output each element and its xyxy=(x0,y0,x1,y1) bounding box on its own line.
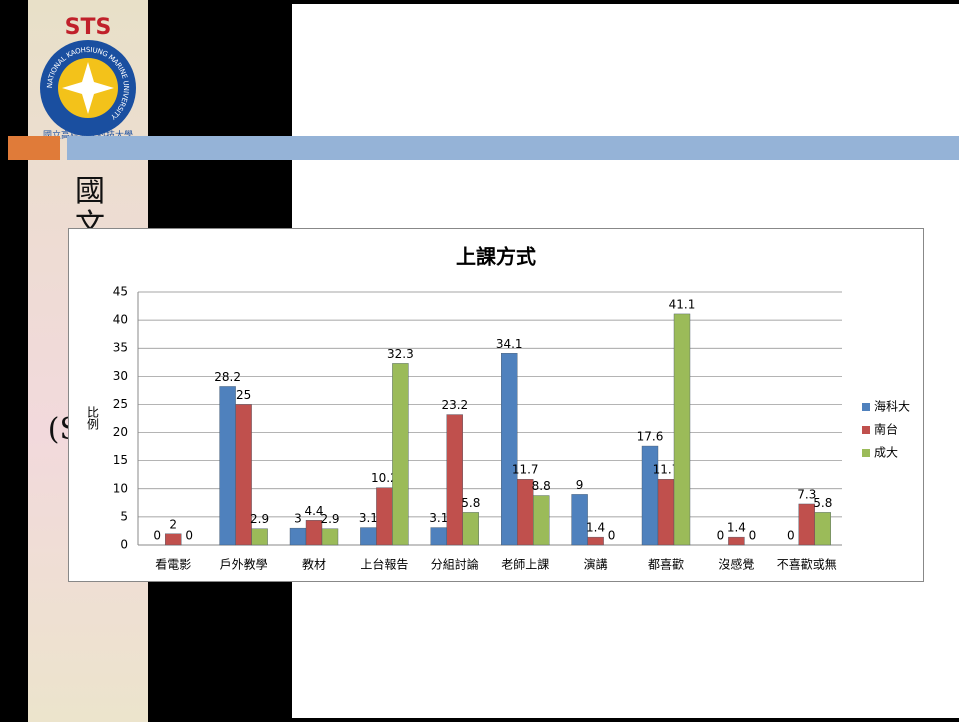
bar xyxy=(430,527,447,546)
value-label: 1.4 xyxy=(727,521,746,535)
value-label: 0 xyxy=(787,529,795,543)
y-tick-label: 40 xyxy=(113,313,128,327)
value-label: 0 xyxy=(185,529,193,543)
x-tick-label: 看電影 xyxy=(155,558,191,572)
legend-label: 南台 xyxy=(874,422,898,437)
value-label: 41.1 xyxy=(669,297,696,311)
x-tick-label: 上台報告 xyxy=(360,557,408,572)
logo-title: STS xyxy=(65,15,112,40)
value-label: 3.1 xyxy=(429,511,448,525)
chart-title: 上課方式 xyxy=(456,245,536,269)
bar xyxy=(501,353,518,546)
x-tick-label: 戶外教學 xyxy=(220,557,268,572)
logo: STS NATIONAL KAOHSIUNG MARINE UNIVERSITY xyxy=(40,15,136,136)
bar xyxy=(164,533,182,546)
bar xyxy=(571,494,588,546)
value-label: 0 xyxy=(153,529,161,543)
value-label: 23.2 xyxy=(441,398,468,412)
x-tick-label: 分組討論 xyxy=(431,557,479,572)
x-tick-label: 演講 xyxy=(584,557,608,572)
value-label: 17.6 xyxy=(637,430,664,444)
y-tick-label: 5 xyxy=(120,509,128,523)
y-tick-label: 20 xyxy=(113,425,128,439)
bar xyxy=(235,404,252,546)
value-label: 0 xyxy=(749,529,757,543)
bar xyxy=(814,512,831,546)
value-label: 25 xyxy=(236,388,251,402)
bar xyxy=(657,479,675,546)
value-label: 4.4 xyxy=(304,504,323,518)
bar xyxy=(798,503,815,546)
value-label: 2.9 xyxy=(320,512,339,526)
y-tick-label: 30 xyxy=(113,369,128,383)
value-label: 0 xyxy=(608,529,616,543)
chart: 上課方式 051015202530354045比例看電影020戶外教學28.22… xyxy=(68,228,924,582)
y-axis-label: 比例 xyxy=(86,406,100,430)
bar xyxy=(728,536,745,546)
sidebar-char: 國 xyxy=(75,174,105,209)
bar xyxy=(251,528,268,546)
bar xyxy=(376,487,393,546)
legend-swatch xyxy=(862,449,870,457)
chart-frame xyxy=(68,228,924,582)
value-label: 5.8 xyxy=(813,496,832,510)
y-tick-label: 15 xyxy=(113,453,128,467)
x-tick-label: 都喜歡 xyxy=(648,557,684,572)
value-label: 9 xyxy=(576,478,584,492)
value-label: 34.1 xyxy=(496,337,523,351)
value-label: 32.3 xyxy=(387,347,414,361)
legend-swatch xyxy=(862,403,870,411)
accent-bar xyxy=(8,136,60,160)
y-tick-label: 10 xyxy=(113,481,128,495)
bar xyxy=(533,495,550,546)
value-label: 3.1 xyxy=(359,511,378,525)
bar xyxy=(321,528,339,546)
logo-star xyxy=(62,62,114,114)
y-tick-label: 35 xyxy=(113,341,128,355)
value-label: 11.7 xyxy=(512,463,539,477)
bar xyxy=(289,527,307,546)
legend-swatch xyxy=(862,426,870,434)
value-label: 2.9 xyxy=(250,512,269,526)
legend-label: 海科大 xyxy=(874,399,910,414)
y-tick-label: 0 xyxy=(120,538,128,552)
bar xyxy=(392,363,409,546)
bar xyxy=(462,512,479,546)
bar xyxy=(641,445,659,546)
x-tick-label: 不喜歡或無 xyxy=(777,557,837,572)
x-tick-label: 教材 xyxy=(302,557,326,572)
legend-label: 成大 xyxy=(874,446,898,460)
bar xyxy=(360,527,377,546)
bar xyxy=(219,386,236,546)
value-label: 11.7 xyxy=(653,463,680,477)
value-label: 7.3 xyxy=(797,487,816,501)
value-label: 0 xyxy=(717,529,725,543)
value-label: 5.8 xyxy=(461,496,480,510)
value-label: 3 xyxy=(294,512,302,526)
x-tick-label: 老師上課 xyxy=(501,557,549,572)
value-label: 8.8 xyxy=(532,479,551,493)
y-tick-label: 25 xyxy=(113,397,128,411)
y-tick-label: 45 xyxy=(113,285,128,299)
bar xyxy=(673,313,691,546)
header-bar xyxy=(67,136,959,160)
value-label: 2 xyxy=(169,517,177,531)
bar xyxy=(446,414,463,546)
value-label: 1.4 xyxy=(586,521,605,535)
value-label: 10.2 xyxy=(371,471,398,485)
bar xyxy=(587,536,604,546)
value-label: 28.2 xyxy=(214,370,241,384)
x-tick-label: 沒感覺 xyxy=(718,557,754,572)
